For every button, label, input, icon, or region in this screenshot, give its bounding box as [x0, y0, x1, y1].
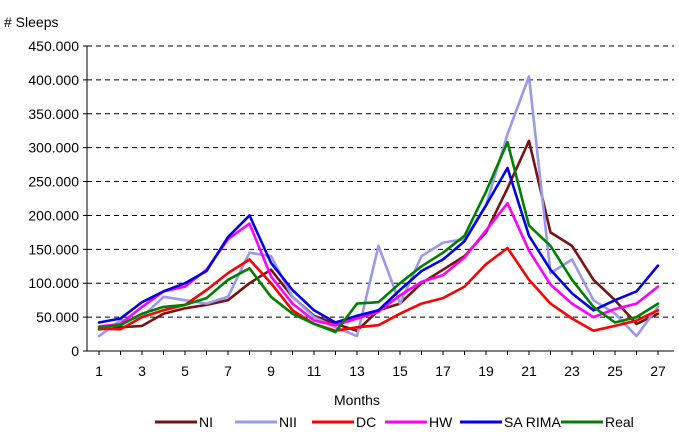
y-tick-labels: 0 50.000 100.000 150.000 200.000 250.000 300.0… — [28, 38, 87, 359]
x-tick-label: 21 — [521, 363, 537, 379]
y-tick-label: 200.000 — [28, 207, 79, 223]
series-line-real — [97, 140, 660, 334]
series-line-dc — [97, 246, 660, 333]
y-tick-label: 0 — [71, 343, 79, 359]
y-tick-label: 350.000 — [28, 106, 79, 122]
legend: NI NII DC HW SA RIMA Real — [155, 414, 634, 430]
y-tick-label: 300.000 — [28, 140, 79, 156]
x-tick-label: 1 — [95, 363, 103, 379]
x-tick-label: 17 — [435, 363, 451, 379]
x-tick-label: 15 — [392, 363, 408, 379]
x-tick-label: 9 — [267, 363, 275, 379]
legend-label-dc: DC — [356, 414, 376, 430]
legend-label-real: Real — [605, 414, 634, 430]
series-line-hw — [97, 201, 660, 328]
legend-label-ni: NI — [199, 414, 213, 430]
series-lines — [97, 75, 660, 338]
y-tick-label: 100.000 — [28, 275, 79, 291]
x-tick-labels: 1 3 5 7 9 11 13 15 17 19 21 23 25 27 — [95, 351, 666, 379]
y-axis-title: # Sleeps — [4, 14, 58, 30]
x-tick-label: 13 — [349, 363, 365, 379]
x-tick-label: 5 — [181, 363, 189, 379]
legend-label-hw: HW — [429, 414, 453, 430]
y-tick-label: 250.000 — [28, 174, 79, 190]
x-tick-label: 3 — [138, 363, 146, 379]
y-tick-label: 400.000 — [28, 72, 79, 88]
x-tick-label: 25 — [607, 363, 623, 379]
gridlines — [87, 45, 674, 318]
series-line-nii — [97, 75, 660, 338]
x-tick-label: 11 — [307, 363, 322, 379]
series-line-sa-rima — [97, 166, 660, 324]
x-axis-title: Months — [334, 392, 380, 408]
y-tick-label: 450.000 — [28, 38, 79, 54]
legend-label-sa-rima: SA RIMA — [504, 414, 561, 430]
legend-label-nii: NII — [279, 414, 297, 430]
x-tick-label: 23 — [564, 363, 580, 379]
x-tick-label: 19 — [478, 363, 494, 379]
x-tick-label: 27 — [650, 363, 666, 379]
y-tick-label: 150.000 — [28, 241, 79, 257]
y-tick-label: 50.000 — [36, 309, 79, 325]
x-tick-label: 7 — [224, 363, 232, 379]
